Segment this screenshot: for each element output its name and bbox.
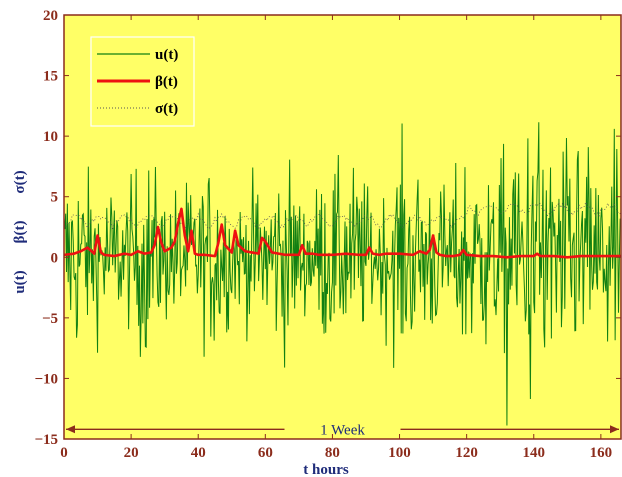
- series-beta-line: [63, 207, 621, 259]
- x-axis-label: t hours: [303, 462, 349, 477]
- y-tick-label: 10: [43, 129, 58, 145]
- legend-label-beta: β(t): [155, 74, 178, 90]
- annotation-arrowhead-left: [66, 425, 75, 434]
- plot-frame: [63, 14, 622, 440]
- y-tick-label: 15: [43, 69, 58, 85]
- x-tick-label: 80: [325, 445, 340, 461]
- annotation-label: 1 Week: [320, 422, 365, 438]
- y-axis-label-sigma: σ(t): [12, 170, 28, 193]
- series-layer: [63, 122, 622, 426]
- y-tick-label: 20: [43, 8, 58, 24]
- x-tick-label: 40: [191, 445, 206, 461]
- y-tick-label: −5: [42, 311, 58, 327]
- x-tick-label: 160: [590, 445, 613, 461]
- y-tick-label: 5: [51, 190, 59, 206]
- series-u-line: [63, 122, 622, 426]
- y-tick-label: −15: [34, 432, 58, 448]
- y-axis-label-beta: β(t): [12, 221, 28, 244]
- legend-label-sigma: σ(t): [155, 101, 178, 117]
- legend: u(t) β(t) σ(t): [90, 36, 195, 127]
- x-tick-label: 20: [124, 445, 139, 461]
- y-tick-label: 0: [51, 250, 59, 266]
- series-sigma-line: [63, 201, 622, 231]
- x-tick-label: 100: [388, 445, 411, 461]
- annotation-arrowhead-right: [610, 425, 619, 434]
- x-tick-label: 140: [523, 445, 546, 461]
- x-tick-label: 120: [455, 445, 478, 461]
- annotation-layer: 1 Week: [66, 422, 619, 438]
- x-tick-label: 60: [258, 445, 273, 461]
- x-tick-label: 0: [60, 445, 68, 461]
- y-tick-label: −10: [34, 371, 58, 387]
- ticks-layer: 0 20 40 60 80 100 120 140 160 −15 −10 −5 0 5 10 15 20: [34, 8, 621, 461]
- y-axis-label-u: u(t): [12, 270, 28, 293]
- legend-label-u: u(t): [155, 47, 178, 63]
